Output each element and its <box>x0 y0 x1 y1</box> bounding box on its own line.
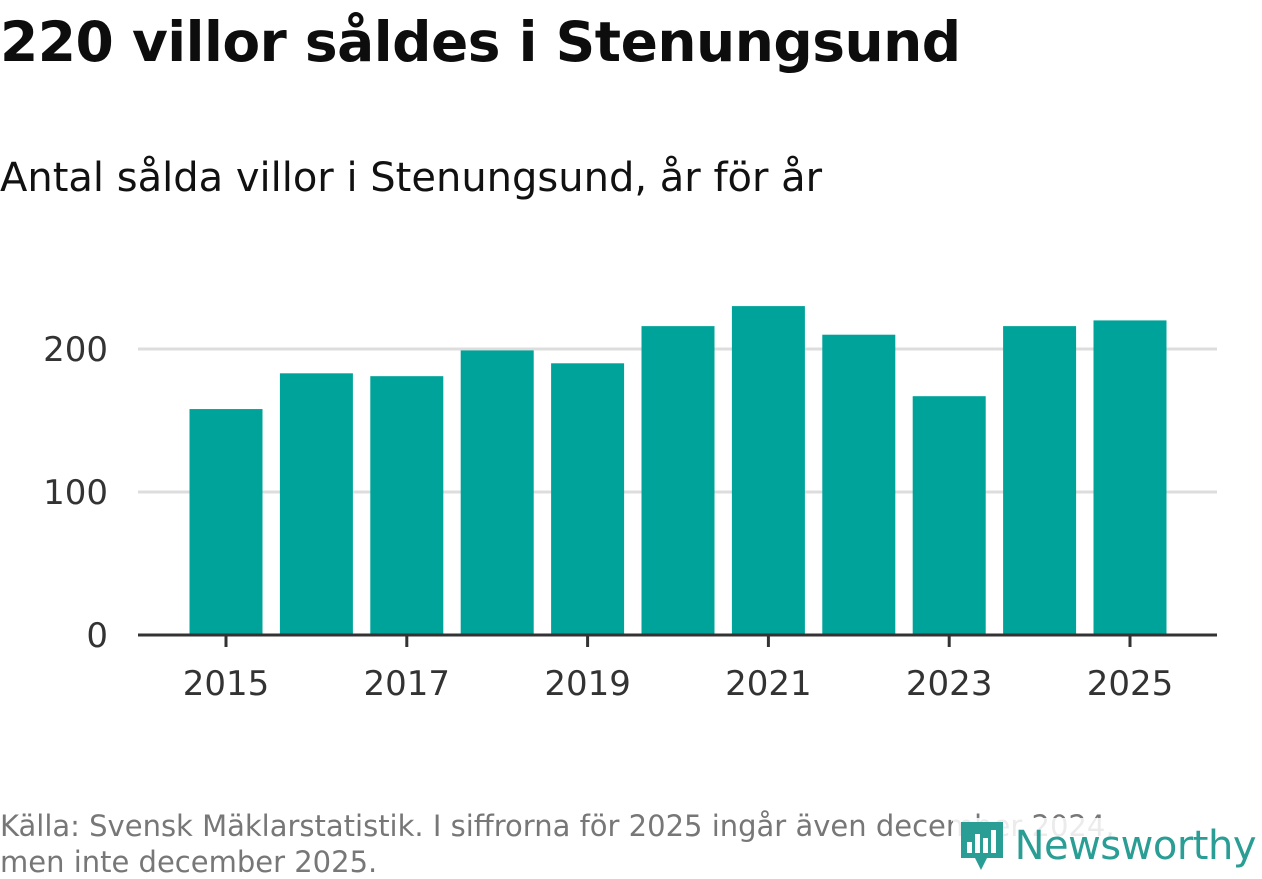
x-tick-label-2025: 2025 <box>1087 664 1174 704</box>
bar-2016 <box>279 373 353 635</box>
newsworthy-logo: Newsworthy <box>952 818 1257 874</box>
bar-2024 <box>1003 326 1077 635</box>
bar-2021 <box>731 306 805 635</box>
chart-subtitle: Antal sålda villor i Stenungsund, år för… <box>0 155 823 201</box>
source-line-1: Källa: Svensk Mäklarstatistik. I siffror… <box>0 809 1115 843</box>
x-tick-label-2019: 2019 <box>544 664 631 704</box>
axes: 0 100 200 2015 2017 2019 2021 2023 2025 <box>43 330 1217 704</box>
y-tick-label-200: 200 <box>43 330 108 370</box>
source-note: Källa: Svensk Mäklarstatistik. I siffror… <box>0 808 1200 879</box>
bar-2019 <box>551 363 625 635</box>
bars <box>189 306 1167 635</box>
bar-2017 <box>370 376 444 635</box>
y-tick-label-100: 100 <box>43 473 108 513</box>
bar-2025 <box>1093 320 1167 635</box>
x-tick-label-2021: 2021 <box>725 664 812 704</box>
newsworthy-logo-text: Newsworthy <box>1014 823 1257 869</box>
bar-2018 <box>460 350 534 635</box>
x-tick-label-2017: 2017 <box>364 664 451 704</box>
bar-2023 <box>912 396 986 635</box>
chart-title: 220 villor såldes i Stenungsund <box>0 10 961 74</box>
y-tick-label-0: 0 <box>86 616 108 656</box>
x-tick-label-2015: 2015 <box>183 664 270 704</box>
bar-2022 <box>822 334 896 635</box>
bar-2020 <box>641 326 715 635</box>
source-line-2: men inte december 2025. <box>0 845 378 879</box>
newsworthy-logo-icon <box>960 822 1003 870</box>
x-tick-label-2023: 2023 <box>906 664 993 704</box>
bar-2015 <box>189 409 263 635</box>
